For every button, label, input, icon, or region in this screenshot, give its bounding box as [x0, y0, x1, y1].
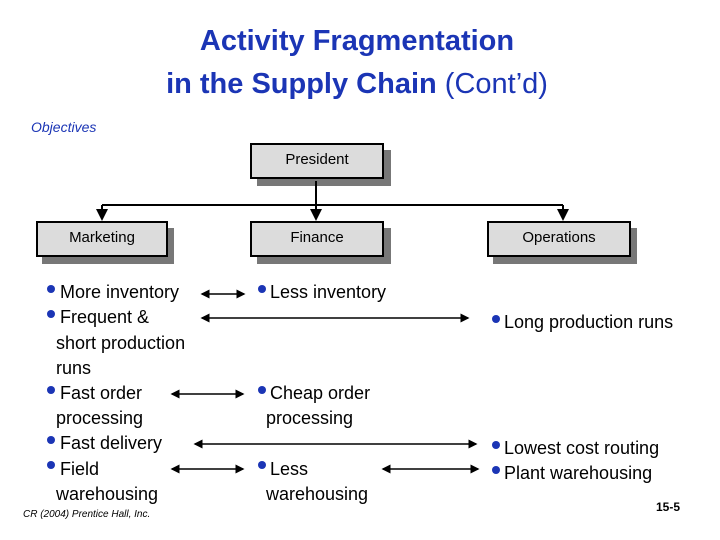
- operations-item: Lowest cost routing: [504, 438, 660, 458]
- bullet: [47, 436, 55, 444]
- marketing-item: runs: [56, 358, 92, 378]
- bullet: [258, 386, 266, 394]
- bullet: [258, 285, 266, 293]
- marketing-item: processing: [56, 408, 144, 428]
- title-line-2: in the Supply Chain (Cont’d): [0, 68, 714, 101]
- marketing-item: Frequent &: [60, 307, 150, 327]
- marketing-item: Fast order: [60, 383, 143, 403]
- marketing-item: warehousing: [56, 484, 159, 504]
- finance-item: processing: [266, 408, 354, 428]
- operations-box: Operations: [487, 221, 631, 257]
- bullet: [47, 285, 55, 293]
- finance-box: Finance: [250, 221, 384, 257]
- marketing-item: short production: [56, 333, 186, 353]
- finance-item: Less inventory: [270, 282, 387, 302]
- title-normal: (Cont’d): [436, 68, 548, 100]
- title-bold: in the Supply Chain: [166, 68, 437, 100]
- operations-item: Long production runs: [504, 312, 674, 332]
- marketing-item: Fast delivery: [60, 433, 163, 453]
- finance-item: warehousing: [266, 484, 369, 504]
- bullet: [492, 466, 500, 474]
- bullet: [492, 315, 500, 323]
- title-line-1: Activity Fragmentation: [199, 25, 515, 57]
- bullet: [258, 461, 266, 469]
- operations-item: Plant warehousing: [504, 463, 653, 483]
- finance-item: Cheap order: [270, 383, 371, 403]
- page-number: 15-5: [656, 500, 681, 514]
- bullet: [47, 386, 55, 394]
- bullet: [47, 461, 55, 469]
- objectives-label: Objectives: [31, 119, 97, 135]
- copyright: CR (2004) Prentice Hall, Inc.: [23, 509, 151, 520]
- marketing-item: More inventory: [60, 282, 180, 302]
- president-box: President: [250, 143, 384, 179]
- finance-item: Less: [270, 459, 309, 479]
- bullet: [492, 441, 500, 449]
- marketing-item: Field: [60, 459, 100, 479]
- bullet: [47, 310, 55, 318]
- marketing-box: Marketing: [36, 221, 168, 257]
